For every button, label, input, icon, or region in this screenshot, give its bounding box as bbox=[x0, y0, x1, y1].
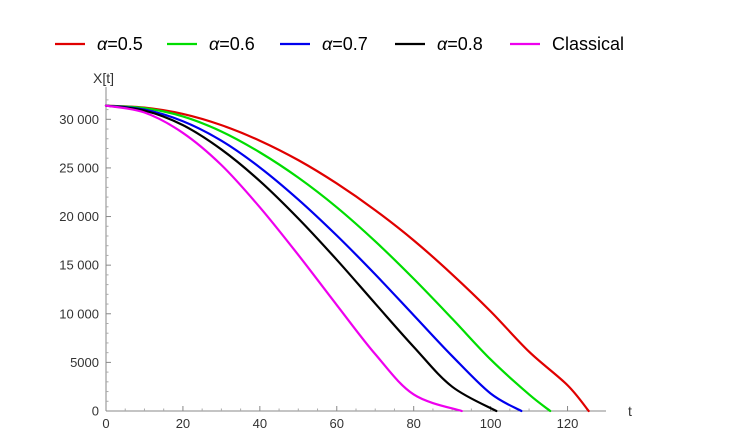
y-tick-label: 10 000 bbox=[59, 306, 99, 321]
y-axis-title: X[t] bbox=[93, 70, 114, 86]
x-tick-label: 100 bbox=[480, 416, 502, 431]
series-line-1 bbox=[104, 104, 590, 413]
y-tick-label: 25 000 bbox=[59, 160, 99, 175]
y-axis-ticks: 0 5000 10 000 15 000 20 000 25 000 30 000 bbox=[59, 99, 111, 419]
legend-label-text: =0.7 bbox=[332, 34, 368, 54]
series-line-5 bbox=[104, 104, 463, 413]
series-lines bbox=[104, 104, 590, 413]
legend-label: α=0.8 bbox=[437, 34, 483, 54]
legend-label-text: =0.5 bbox=[107, 34, 143, 54]
x-tick-label: 60 bbox=[330, 416, 344, 431]
legend-label-text: =0.8 bbox=[447, 34, 483, 54]
legend-alpha-symbol: α bbox=[437, 34, 448, 54]
x-tick-label: 120 bbox=[557, 416, 579, 431]
series-line-4 bbox=[104, 104, 498, 413]
y-tick-label: 0 bbox=[92, 404, 99, 419]
legend-alpha-symbol: α bbox=[209, 34, 220, 54]
x-tick-label: 20 bbox=[176, 416, 190, 431]
y-tick-label: 30 000 bbox=[59, 112, 99, 127]
x-tick-label: 80 bbox=[406, 416, 420, 431]
y-tick-label: 5000 bbox=[70, 355, 99, 370]
series-line-3 bbox=[104, 104, 523, 413]
x-axis-ticks: 0 20 40 60 80 100 120 bbox=[102, 406, 588, 431]
legend: α=0.5 α=0.6 α=0.7 α=0.8 Classical bbox=[55, 34, 624, 54]
x-tick-label: 0 bbox=[102, 416, 109, 431]
legend-label: α=0.6 bbox=[209, 34, 255, 54]
y-tick-label: 20 000 bbox=[59, 209, 99, 224]
x-tick-label: 40 bbox=[253, 416, 267, 431]
legend-alpha-symbol: α bbox=[322, 34, 333, 54]
y-tick-label: 15 000 bbox=[59, 258, 99, 273]
legend-label: Classical bbox=[552, 34, 624, 54]
legend-label: α=0.5 bbox=[97, 34, 143, 54]
series-line-2 bbox=[104, 104, 552, 413]
legend-alpha-symbol: α bbox=[97, 34, 108, 54]
x-axis-title: t bbox=[628, 403, 632, 419]
axes: 0 20 40 60 80 100 120 0 5000 10 000 15 000 20 000 2… bbox=[59, 70, 632, 431]
legend-label-text: =0.6 bbox=[219, 34, 255, 54]
legend-label: α=0.7 bbox=[322, 34, 368, 54]
legend-label-text: Classical bbox=[552, 34, 624, 54]
